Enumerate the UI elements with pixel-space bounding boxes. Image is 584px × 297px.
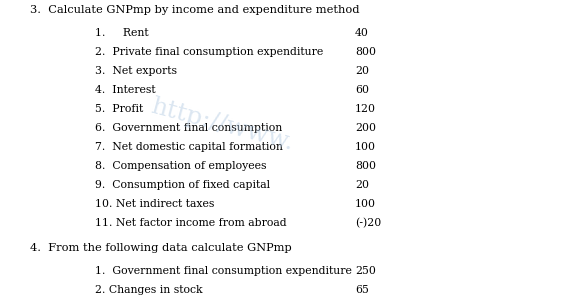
- Text: 800: 800: [355, 161, 376, 171]
- Text: 60: 60: [355, 85, 369, 95]
- Text: 800: 800: [355, 47, 376, 57]
- Text: 9.  Consumption of fixed capital: 9. Consumption of fixed capital: [95, 180, 270, 190]
- Text: 5.  Profit: 5. Profit: [95, 104, 143, 114]
- Text: 200: 200: [355, 123, 376, 133]
- Text: 6.  Government final consumption: 6. Government final consumption: [95, 123, 282, 133]
- Text: 40: 40: [355, 28, 369, 38]
- Text: 20: 20: [355, 180, 369, 190]
- Text: 1.  Government final consumption expenditure: 1. Government final consumption expendit…: [95, 266, 352, 276]
- Text: 7.  Net domestic capital formation: 7. Net domestic capital formation: [95, 142, 283, 152]
- Text: 120: 120: [355, 104, 376, 114]
- Text: 10. Net indirect taxes: 10. Net indirect taxes: [95, 199, 214, 209]
- Text: 3.  Net exports: 3. Net exports: [95, 66, 177, 76]
- Text: 20: 20: [355, 66, 369, 76]
- Text: 2. Changes in stock: 2. Changes in stock: [95, 285, 203, 295]
- Text: (-)20: (-)20: [355, 218, 381, 228]
- Text: 100: 100: [355, 199, 376, 209]
- Text: 4.  From the following data calculate GNPmp: 4. From the following data calculate GNP…: [30, 243, 292, 253]
- Text: 250: 250: [355, 266, 376, 276]
- Text: 65: 65: [355, 285, 369, 295]
- Text: 11. Net factor income from abroad: 11. Net factor income from abroad: [95, 218, 287, 228]
- Text: 100: 100: [355, 142, 376, 152]
- Text: http://www.: http://www.: [148, 94, 296, 155]
- Text: 4.  Interest: 4. Interest: [95, 85, 155, 95]
- Text: 2.  Private final consumption expenditure: 2. Private final consumption expenditure: [95, 47, 324, 57]
- Text: 1.     Rent: 1. Rent: [95, 28, 148, 38]
- Text: 3.  Calculate GNPmp by income and expenditure method: 3. Calculate GNPmp by income and expendi…: [30, 5, 360, 15]
- Text: 8.  Compensation of employees: 8. Compensation of employees: [95, 161, 266, 171]
